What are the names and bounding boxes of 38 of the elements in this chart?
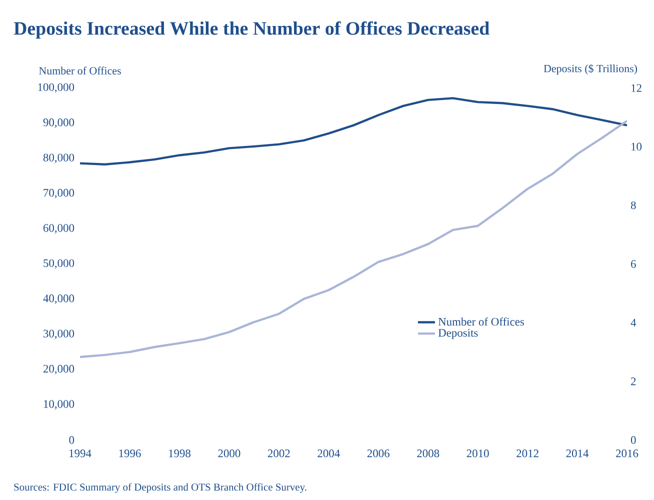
x-tick-label: 2010 (466, 450, 489, 458)
y2-tick-label: 10 (632, 142, 642, 151)
line-series (80, 97, 628, 166)
y-tick-label: 100,000 (38, 83, 74, 93)
x-tick-label: 2006 (367, 450, 390, 458)
y2-tick-label: 8 (630, 201, 636, 210)
y-tick-label: 60,000 (43, 224, 74, 234)
y2-tick-label: 6 (631, 260, 636, 268)
y-tick-label: 80,000 (43, 154, 74, 164)
chart-title: Deposits Increased While the Number of Offices Decreased (14, 21, 490, 39)
y2-axis-title: Deposits ($ Trillions) (544, 64, 638, 74)
y-tick-label: 10,000 (44, 400, 74, 410)
line-series (80, 120, 628, 358)
x-tick-label: 2008 (417, 450, 440, 458)
y-tick-label: 90,000 (43, 118, 74, 128)
x-tick-label: 1998 (169, 450, 190, 458)
y-tick-label: 70,000 (44, 188, 74, 198)
x-tick-label: 2004 (318, 450, 340, 458)
x-tick-label: 2012 (516, 450, 538, 458)
y2-tick-label: 2 (631, 378, 636, 386)
y2-tick-label: 12 (632, 84, 642, 92)
x-tick-label: 2014 (566, 450, 589, 458)
legend-label: Deposits (438, 329, 478, 340)
x-tick-label: 2002 (268, 450, 290, 458)
y-tick-label: 50,000 (44, 259, 74, 269)
x-tick-label: 2000 (218, 450, 240, 458)
legend-label: Number of Offices (438, 317, 524, 326)
x-tick-label: 2016 (616, 450, 638, 458)
y-tick-label: 0 (69, 436, 74, 444)
y2-tick-label: 4 (630, 318, 636, 326)
x-tick-label: 1994 (70, 450, 92, 458)
y-tick-label: 40,000 (43, 294, 74, 304)
y-tick-label: 20,000 (43, 364, 74, 374)
source-note: Sources: FDIC Summary of Deposits and OTS Branch Office Survey. (14, 483, 306, 493)
y-tick-label: 30,000 (44, 330, 74, 340)
y-axis-title: Number of Offices (39, 66, 121, 74)
y2-tick-label: 0 (630, 436, 636, 444)
x-tick-label: 1996 (119, 450, 141, 458)
